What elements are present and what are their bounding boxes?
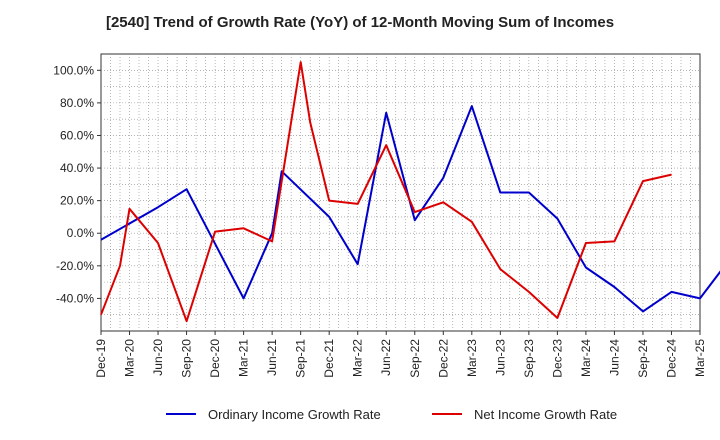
x-tick-label: Jun-23 (493, 339, 507, 376)
x-tick-label: Dec-22 (436, 339, 450, 378)
x-tick-label: Sep-21 (294, 339, 308, 378)
y-tick-label: -20.0% (56, 259, 94, 273)
x-tick-label: Sep-23 (522, 339, 536, 378)
y-tick-label: 40.0% (60, 161, 94, 175)
x-tick-label: Mar-23 (465, 339, 479, 377)
x-tick-label: Mar-25 (693, 339, 707, 377)
legend-label: Net Income Growth Rate (474, 407, 617, 422)
series-line-net-income (100, 61, 672, 323)
x-tick-label: Sep-20 (180, 339, 194, 378)
x-tick-label: Jun-21 (265, 339, 279, 376)
x-tick-label: Mar-20 (123, 339, 137, 377)
plot-frame (100, 53, 701, 332)
chart-title: [2540] Trend of Growth Rate (YoY) of 12-… (105, 14, 615, 31)
x-tick-label: Jun-22 (379, 339, 393, 376)
y-tick-label: 60.0% (60, 128, 94, 142)
x-tick-label: Mar-22 (351, 339, 365, 377)
x-tick-label: Jun-20 (151, 339, 165, 376)
x-tick-label: Dec-21 (322, 339, 336, 378)
series-line-ordinary-income (100, 105, 720, 313)
y-tick-label: 100.0% (53, 63, 94, 77)
legend-label: Ordinary Income Growth Rate (208, 407, 381, 422)
x-tick-label: Sep-22 (408, 339, 422, 378)
x-tick-label: Dec-23 (550, 339, 564, 378)
y-tick-label: 80.0% (60, 96, 94, 110)
x-tick-label: Mar-21 (237, 339, 251, 377)
x-tick-label: Dec-20 (208, 339, 222, 378)
x-tick-label: Mar-24 (579, 339, 593, 377)
y-tick-label: 20.0% (60, 194, 94, 208)
y-tick-label: -40.0% (56, 291, 94, 305)
x-tick-label: Jun-24 (607, 339, 621, 376)
x-tick-label: Dec-19 (94, 339, 108, 378)
y-tick-label: 0.0% (67, 226, 95, 240)
x-tick-label: Dec-24 (664, 339, 678, 378)
x-tick-label: Sep-24 (636, 339, 650, 378)
